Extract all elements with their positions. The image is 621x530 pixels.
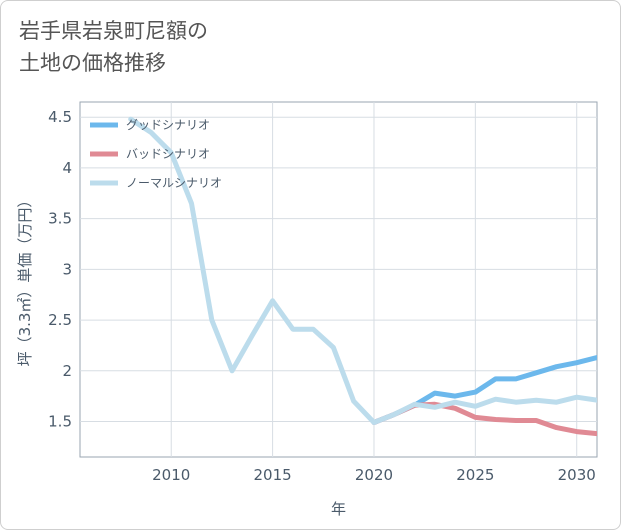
- legend-label: ノーマルシナリオ: [126, 176, 222, 190]
- legend-label: バッドシナリオ: [126, 147, 210, 161]
- y-tick-label: 1.5: [48, 413, 72, 431]
- x-tick-label: 2020: [355, 466, 393, 484]
- x-tick-label: 2010: [152, 466, 190, 484]
- x-tick-label: 2025: [456, 466, 494, 484]
- x-tick-label: 2030: [558, 466, 596, 484]
- y-tick-label: 2: [62, 362, 72, 380]
- y-tick-label: 4: [62, 159, 72, 177]
- y-axis-title: 坪（3.3㎡）単価（万円）: [16, 193, 34, 367]
- chart-title-line-2: 土地の価格推移: [19, 51, 166, 75]
- y-axis-ticks: 1.5 2 2.5 3 3.5 4 4.5: [48, 108, 72, 430]
- x-axis-title: 年: [331, 500, 346, 518]
- y-tick-label: 4.5: [48, 108, 72, 126]
- chart-title-line-1: 岩手県岩泉町尼額の: [19, 19, 208, 43]
- y-tick-label: 2.5: [48, 311, 72, 329]
- series-line-3: [128, 116, 597, 425]
- grid-lines: [80, 102, 597, 457]
- plot-area: [79, 101, 598, 458]
- chart-title: 岩手県岩泉町尼額の 土地の価格推移: [19, 15, 579, 79]
- x-tick-label: 2015: [254, 466, 292, 484]
- x-axis-ticks: 2010 2015 2020 2025 2030: [152, 466, 596, 484]
- series-layer: [128, 116, 597, 437]
- y-tick-label: 3.5: [48, 210, 72, 228]
- y-tick-label: 3: [62, 260, 72, 278]
- legend-label: グッドシナリオ: [126, 118, 210, 132]
